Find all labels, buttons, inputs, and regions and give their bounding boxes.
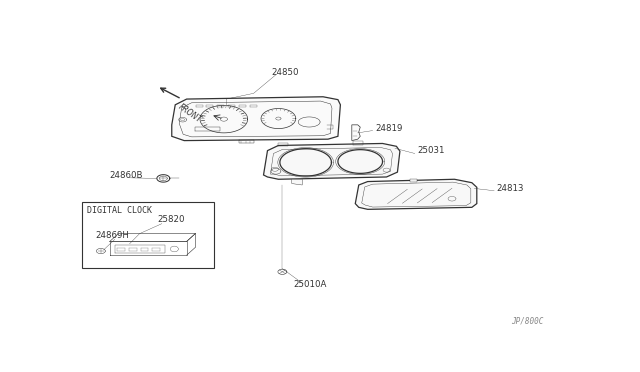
Text: 25031: 25031 [417,147,445,155]
Text: JP/800C: JP/800C [511,316,544,325]
Text: 25010A: 25010A [293,280,326,289]
Text: 25820: 25820 [157,215,184,224]
Polygon shape [410,179,417,182]
Text: 24813: 24813 [497,184,524,193]
Polygon shape [352,125,360,141]
Polygon shape [292,179,302,185]
Bar [83,202,214,268]
Text: 24819: 24819 [375,124,403,132]
Text: FRONT: FRONT [177,102,203,124]
Text: DIGITAL CLOCK: DIGITAL CLOCK [88,206,152,215]
Text: 24869H: 24869H [95,231,129,240]
Text: 24860B: 24860B [110,171,143,180]
Polygon shape [355,179,477,209]
Polygon shape [172,97,340,141]
Text: 24850: 24850 [271,68,298,77]
Polygon shape [264,144,400,179]
